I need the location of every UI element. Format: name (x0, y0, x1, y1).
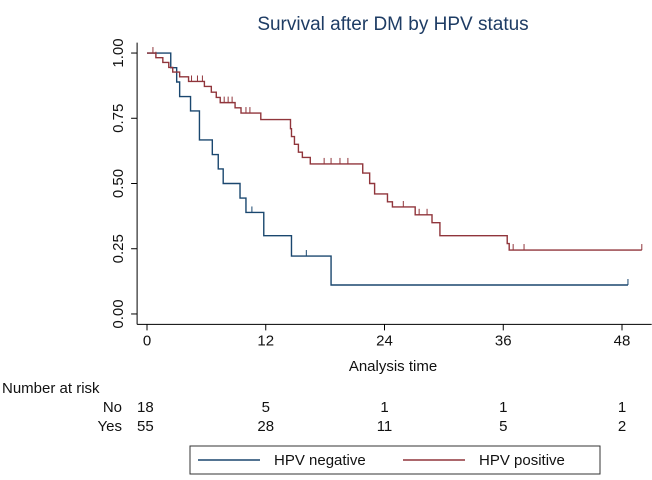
risk-count: 28 (257, 418, 274, 435)
legend-label: HPV positive (479, 452, 565, 469)
y-tick-label: 0.00 (110, 299, 127, 328)
risk-count: 1 (499, 399, 507, 416)
survival-curve (146, 52, 642, 251)
risk-count: 1 (380, 399, 388, 416)
x-tick-label: 48 (614, 332, 631, 349)
legend-label: HPV negative (274, 452, 366, 469)
x-tick-label: 24 (376, 332, 393, 349)
survival-curve (146, 52, 628, 286)
risk-row-label: No (103, 399, 122, 416)
y-tick-label: 0.50 (110, 169, 127, 198)
x-tick-label: 36 (495, 332, 512, 349)
y-tick-label: 0.75 (110, 104, 127, 133)
y-tick-label: 1.00 (110, 38, 127, 67)
risk-count: 1 (618, 399, 626, 416)
x-tick-label: 12 (257, 332, 274, 349)
risk-table-title: Number at risk (2, 380, 100, 397)
x-tick-label: 0 (143, 332, 151, 349)
risk-count: 5 (262, 399, 270, 416)
risk-count: 55 (137, 418, 154, 435)
x-axis-label: Analysis time (349, 358, 437, 375)
risk-row-label: Yes (98, 418, 122, 435)
legend-box (189, 445, 601, 475)
risk-count: 18 (137, 399, 154, 416)
y-tick-label: 0.25 (110, 234, 127, 263)
chart-title: Survival after DM by HPV status (257, 14, 528, 35)
risk-count: 2 (618, 418, 626, 435)
risk-count: 11 (377, 418, 393, 435)
risk-count: 5 (499, 418, 507, 435)
